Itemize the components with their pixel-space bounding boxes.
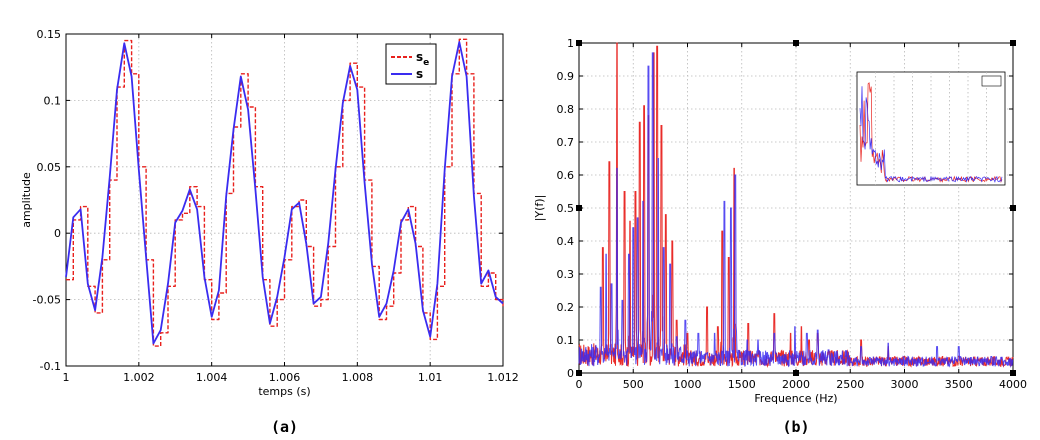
figure-caption: (a)	[271, 418, 298, 436]
chart-b-spectrum: 0 500 1000 1500 2000 2500 3000 3500 4000 0 0.1 0.2 0…	[533, 37, 1027, 436]
x-tick-label: 1	[63, 371, 70, 384]
inset-legend	[981, 75, 1002, 87]
y-axis-label: amplitude	[20, 172, 33, 228]
spectrum-blue-line	[578, 52, 1014, 368]
y-tick-label: 0.6	[557, 169, 575, 182]
y-tick-label: 0.8	[557, 103, 575, 116]
y-tick-label: 0	[54, 227, 61, 240]
x-tick-label: 1.012	[487, 371, 519, 384]
y-axis-label: |Y(f)|	[533, 195, 546, 222]
selection-handle	[1010, 40, 1016, 46]
chart-a-time-signal: 1 1.002 1.004 1.006 1.008 1.01 1.012 -0.1 -0.05 0…	[20, 28, 519, 436]
y-tick-label: 0.1	[557, 334, 575, 347]
x-tick-label: 1.01	[418, 371, 443, 384]
y-tick-label: -0.1	[40, 360, 61, 373]
legend-entry-subscript: e	[423, 58, 429, 68]
y-tick-label: 0.5	[557, 202, 575, 215]
y-tick-label: 0.7	[557, 136, 575, 149]
x-axis-label: Frequence (Hz)	[754, 392, 837, 405]
y-tick-label: 0.05	[37, 161, 62, 174]
inset-thumbnail	[856, 71, 1006, 186]
x-tick-label: 1000	[674, 378, 702, 391]
selection-handle	[1010, 370, 1016, 376]
selection-handle	[576, 205, 582, 211]
inset-blue-line	[859, 86, 1003, 183]
x-tick-label: 1.008	[342, 371, 374, 384]
x-tick-label: 3000	[891, 378, 919, 391]
selection-handle	[576, 40, 582, 46]
x-tick-label: 2500	[836, 378, 864, 391]
x-tick-label: 2000	[782, 378, 810, 391]
x-tick-label: 1.004	[196, 371, 228, 384]
y-tick-label: -0.05	[33, 294, 61, 307]
x-axis-label: temps (s)	[258, 385, 310, 398]
y-tick-label: 0.15	[37, 28, 62, 41]
selection-handle	[576, 370, 582, 376]
y-tick-label: 0.3	[557, 268, 575, 281]
inset-red-line	[859, 82, 1003, 183]
legend-box	[385, 43, 437, 85]
y-tick-label: 0.9	[557, 70, 575, 83]
x-tick-label: 500	[623, 378, 644, 391]
legend-entry: s	[416, 67, 423, 81]
x-tick-label: 0	[576, 378, 583, 391]
series-s-line	[65, 41, 504, 345]
figure-caption: (b)	[782, 418, 809, 436]
selection-handle	[793, 40, 799, 46]
y-tick-label: 0.4	[557, 235, 575, 248]
y-tick-label: 0.2	[557, 301, 575, 314]
y-tick-label: 0	[567, 367, 574, 380]
legend: ses	[385, 43, 437, 85]
x-tick-label: 1500	[728, 378, 756, 391]
x-tick-label: 4000	[999, 378, 1027, 391]
y-tick-label: 1	[567, 37, 574, 50]
selection-handle	[793, 370, 799, 376]
y-tick-label: 0.1	[44, 94, 62, 107]
x-tick-label: 1.002	[123, 371, 155, 384]
x-tick-label: 3500	[945, 378, 973, 391]
selection-handle	[1010, 205, 1016, 211]
x-tick-label: 1.006	[269, 371, 301, 384]
